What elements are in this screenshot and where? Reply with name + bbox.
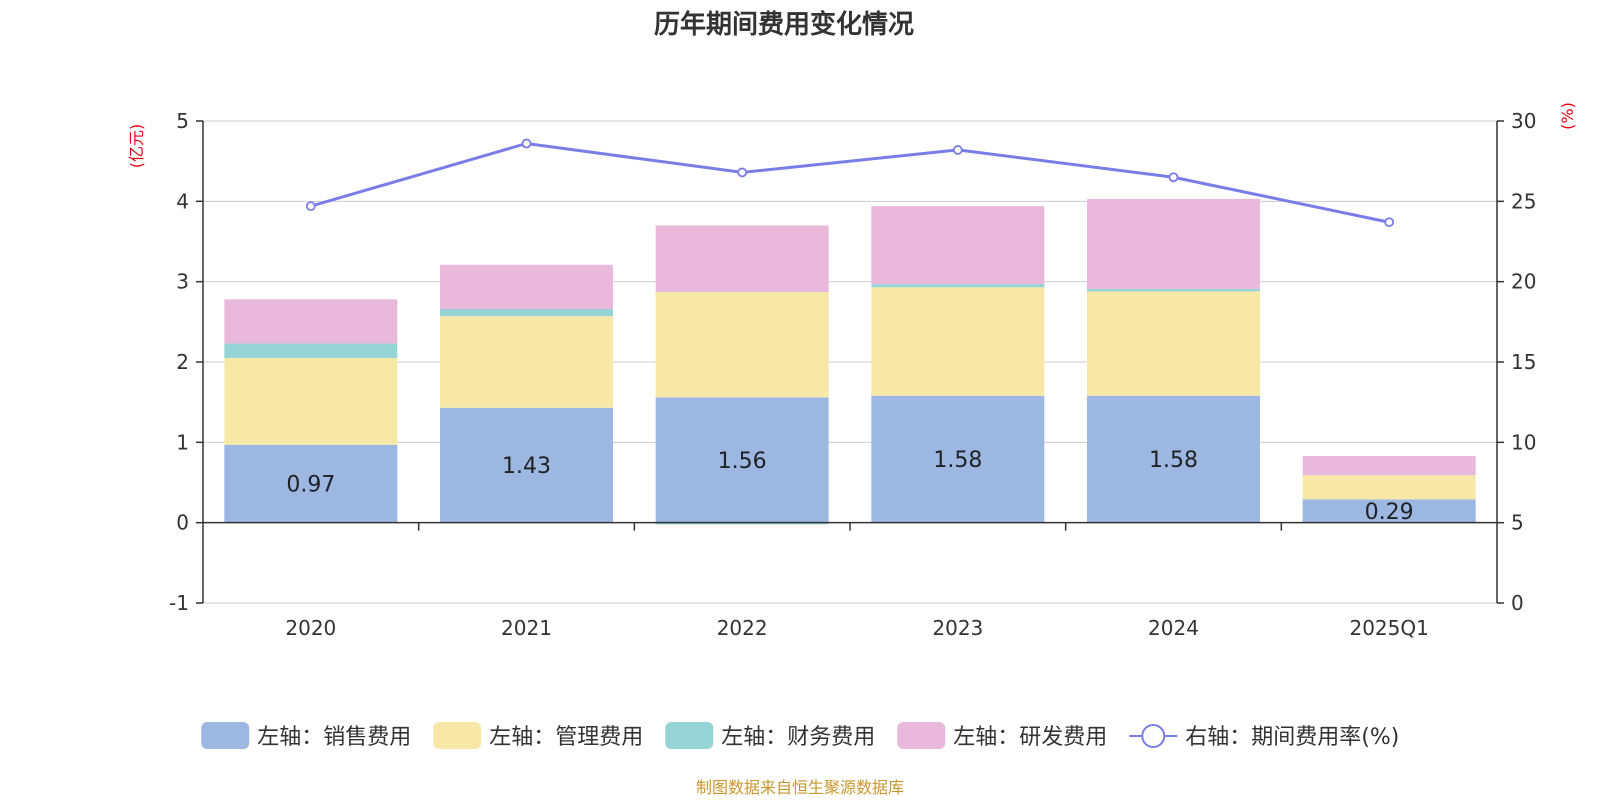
bar-1-2020 xyxy=(224,444,398,523)
bar-4-2025Q1 xyxy=(1302,455,1476,476)
rate-point-2020 xyxy=(305,201,316,212)
x-axis-tick-label: 2024 xyxy=(1148,616,1199,640)
left-axis-tick-label: -1 xyxy=(169,591,189,615)
left-axis-tick-label: 2 xyxy=(176,350,189,374)
rate-line xyxy=(310,141,1390,224)
x-axis-tick-label: 2022 xyxy=(717,616,768,640)
legend-marker xyxy=(1141,724,1166,748)
legend-item[interactable]: 左轴：研发费用 xyxy=(897,722,1107,750)
bar-value-label: 1.43 xyxy=(502,454,551,479)
bar-3-2022 xyxy=(655,522,829,525)
bar-1-2024 xyxy=(1087,395,1260,523)
legend-swatch xyxy=(897,722,946,749)
bar-value-label: 0.97 xyxy=(286,473,335,498)
bar-2-2022 xyxy=(655,292,829,398)
x-axis-tick-label: 2025Q1 xyxy=(1349,616,1428,640)
right-axis-tick-label: 30 xyxy=(1511,109,1536,133)
legend-swatch xyxy=(433,722,482,749)
rate-point-2021 xyxy=(521,138,532,149)
rate-point-2022 xyxy=(737,167,748,178)
legend-swatch xyxy=(665,722,714,749)
rate-line-series xyxy=(305,138,1395,228)
right-axis-tick-label: 15 xyxy=(1511,350,1536,374)
legend: 左轴：销售费用 左轴：管理费用 左轴：财务费用 左轴：研发费用 右轴：期间费用率(%) xyxy=(201,722,1399,750)
chart-title: 历年期间费用变化情况 xyxy=(654,9,914,40)
legend-item[interactable]: 左轴：财务费用 xyxy=(665,722,875,750)
right-axis-tick-label: 25 xyxy=(1511,189,1536,213)
x-axis-tick-label: 2021 xyxy=(501,616,552,640)
bar-1-2025Q1 xyxy=(1302,499,1476,523)
bar-2-2025Q1 xyxy=(1302,475,1476,500)
bar-2-2023 xyxy=(871,287,1045,396)
left-axis-tick-label: 5 xyxy=(176,109,189,133)
bar-data-labels: 0.97 1.43 1.56 1.58 1.58 0.29 xyxy=(286,448,1413,525)
x-axis-tick-label: 2020 xyxy=(285,616,336,640)
right-axis-unit: (%) xyxy=(1558,102,1577,130)
legend-item[interactable]: 左轴：管理费用 xyxy=(433,722,643,750)
legend-label: 右轴：期间费用率(%) xyxy=(1185,725,1399,750)
legend-label: 左轴：销售费用 xyxy=(257,725,411,750)
left-axis-tick-label: 1 xyxy=(176,430,189,454)
bar-series xyxy=(224,198,1476,525)
bar-1-2021 xyxy=(440,407,613,523)
bar-4-2020 xyxy=(224,299,398,344)
right-axis-tick-label: 10 xyxy=(1511,430,1536,454)
bar-value-label: 1.58 xyxy=(1149,448,1198,473)
bar-value-label: 1.56 xyxy=(718,449,767,474)
left-axis-unit: (亿元) xyxy=(127,124,146,169)
grid-lines xyxy=(203,120,1497,604)
bar-4-2023 xyxy=(871,206,1045,285)
bar-1-2023 xyxy=(871,395,1045,523)
bar-3-2020 xyxy=(224,343,398,358)
bar-4-2022 xyxy=(655,225,829,293)
left-axis-tick-label: 0 xyxy=(176,511,189,535)
bar-4-2021 xyxy=(440,264,613,309)
legend-item[interactable]: 左轴：销售费用 xyxy=(201,722,411,750)
right-axis-tick-label: 0 xyxy=(1511,591,1524,615)
x-axis-tick-label: 2023 xyxy=(932,616,983,640)
legend-label: 左轴：财务费用 xyxy=(721,725,875,750)
rate-point-2025Q1 xyxy=(1384,217,1395,228)
rate-point-2024 xyxy=(1168,172,1179,183)
bar-value-label: 0.29 xyxy=(1365,500,1414,525)
bar-3-2021 xyxy=(440,308,613,317)
bar-3-2024 xyxy=(1087,288,1260,292)
left-axis-tick-label: 3 xyxy=(176,270,189,294)
bar-2-2024 xyxy=(1087,291,1260,396)
bar-value-label: 1.58 xyxy=(933,448,982,473)
bar-1-2022 xyxy=(655,397,829,523)
data-source-note: 制图数据来自恒生聚源数据库 xyxy=(696,778,904,797)
legend-label: 左轴：管理费用 xyxy=(489,725,643,750)
left-axis-tick-label: 4 xyxy=(176,189,189,213)
rate-point-2023 xyxy=(952,145,963,155)
bar-4-2024 xyxy=(1087,198,1260,289)
legend-item[interactable]: 右轴：期间费用率(%) xyxy=(1129,724,1399,750)
bar-2-2021 xyxy=(440,316,613,408)
legend-swatch xyxy=(201,722,250,749)
legend-label: 左轴：研发费用 xyxy=(953,725,1107,750)
right-axis-tick-label: 20 xyxy=(1511,270,1536,294)
bar-2-2020 xyxy=(224,357,398,445)
right-axis-tick-label: 5 xyxy=(1511,511,1524,535)
bar-3-2023 xyxy=(871,284,1045,288)
